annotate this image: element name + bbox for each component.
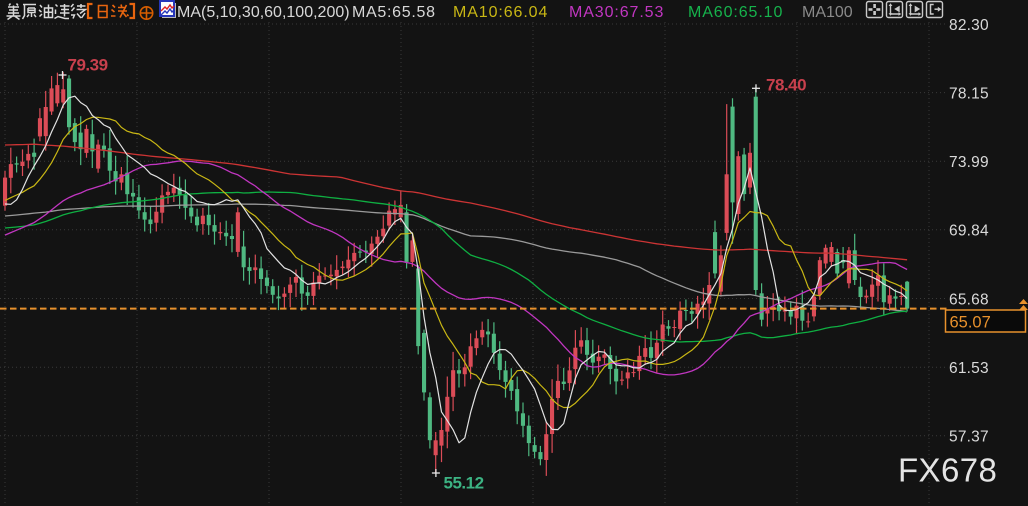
svg-text:78.15: 78.15 (949, 85, 989, 102)
svg-text:69.84: 69.84 (949, 223, 989, 240)
svg-text:MA10:66.04: MA10:66.04 (453, 4, 548, 21)
svg-text:MA(5,10,30,60,100,200): MA(5,10,30,60,100,200) (177, 4, 350, 21)
svg-text:73.99: 73.99 (949, 154, 989, 171)
svg-text:82.30: 82.30 (949, 17, 989, 34)
svg-text:79.39: 79.39 (68, 56, 108, 75)
svg-text:MA5:65.58: MA5:65.58 (352, 4, 436, 21)
svg-text:MA100: MA100 (802, 4, 853, 21)
svg-text:57.37: 57.37 (949, 429, 989, 446)
svg-text:FX678: FX678 (898, 452, 997, 489)
svg-text:61.53: 61.53 (949, 360, 989, 377)
svg-text:55.12: 55.12 (444, 474, 484, 493)
svg-text:MA30:67.53: MA30:67.53 (569, 4, 664, 21)
svg-text:65.07: 65.07 (950, 314, 991, 332)
svg-text:78.40: 78.40 (766, 76, 806, 95)
svg-text:65.68: 65.68 (949, 291, 989, 308)
svg-text:MA60:65.10: MA60:65.10 (688, 4, 783, 21)
